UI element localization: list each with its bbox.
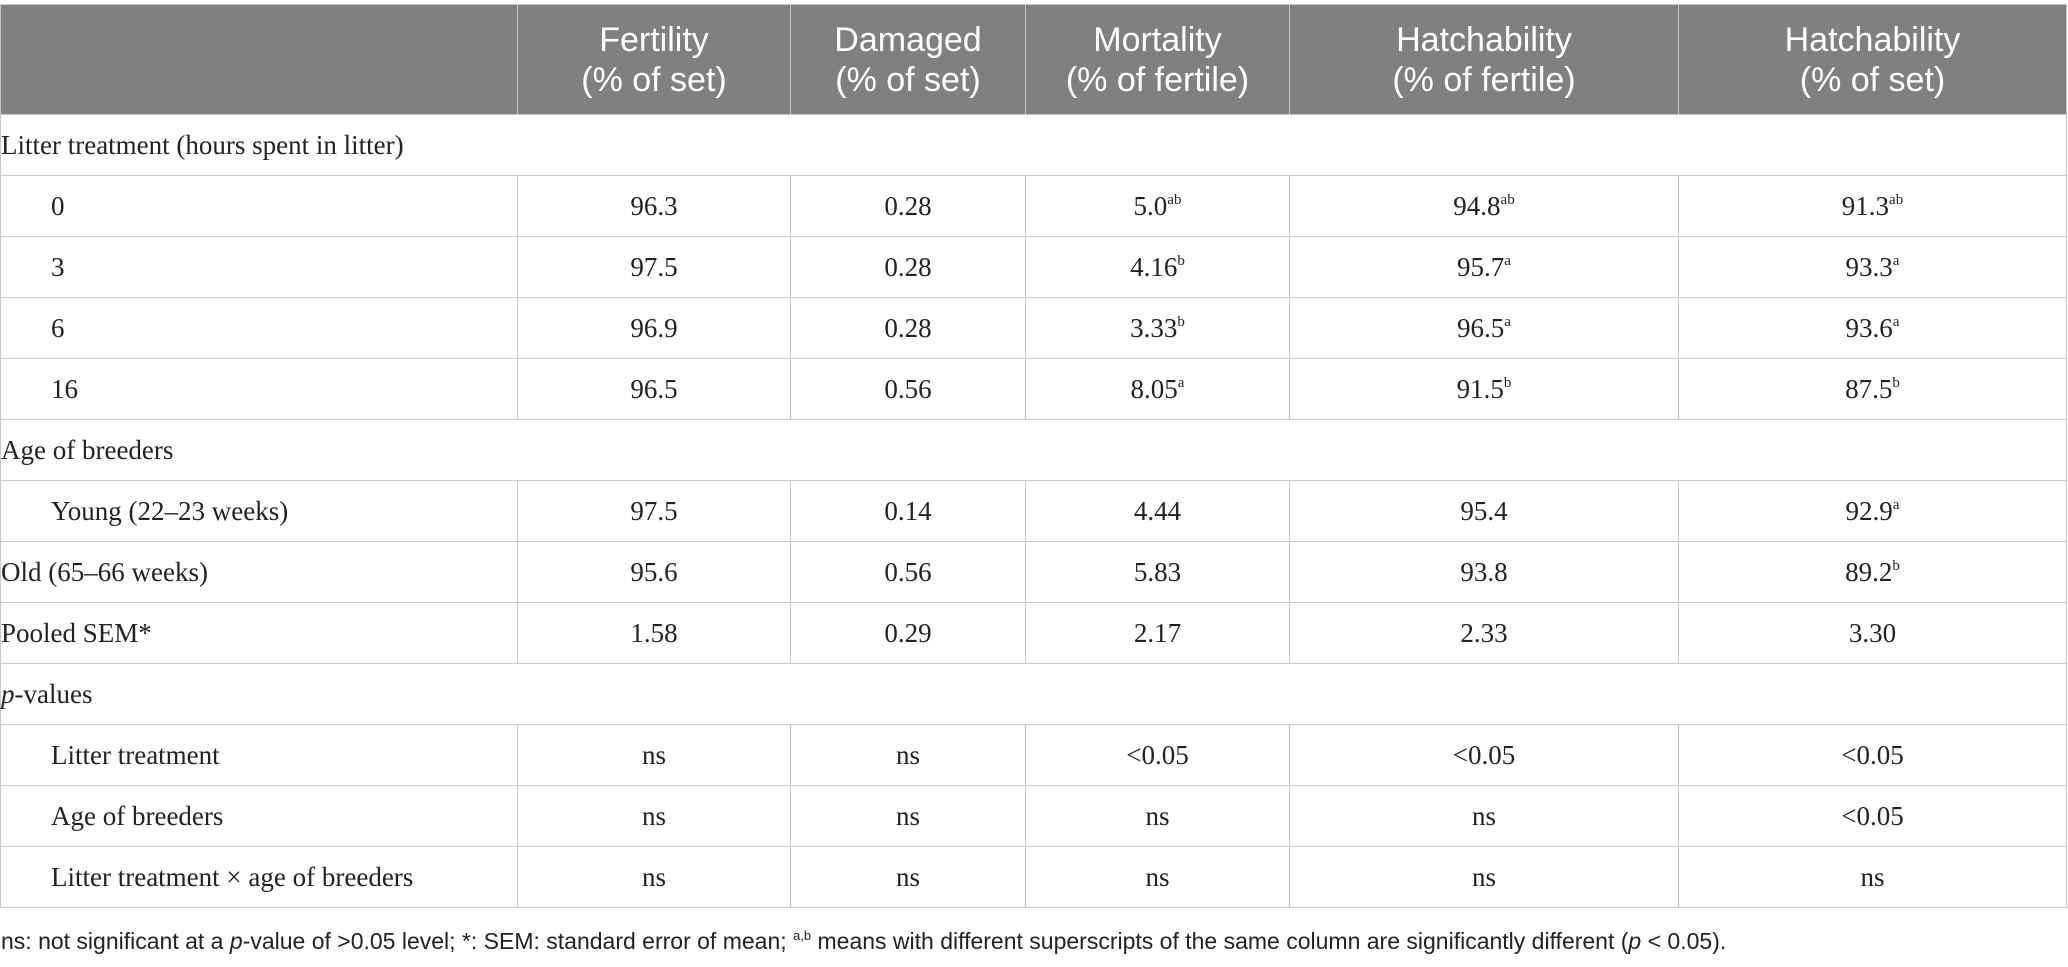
- cell-damaged: ns: [790, 846, 1026, 908]
- row-label: Pooled SEM*: [0, 602, 518, 664]
- header-damaged: Damaged (% of set): [790, 4, 1026, 115]
- table-row: Old (65–66 weeks) 95.6 0.56 5.83 93.8 89…: [0, 541, 2067, 603]
- table-row: 3 97.5 0.28 4.16b 95.7a 93.3a: [0, 236, 2067, 298]
- row-label: 16: [0, 358, 518, 420]
- row-label: 3: [0, 236, 518, 298]
- section-title: Age of breeders: [0, 419, 2067, 481]
- cell-hatch-set: 91.3ab: [1678, 175, 2067, 237]
- table-footnote: ns: not significant at a p-value of >0.0…: [1, 928, 1727, 954]
- section-row-age: Age of breeders: [0, 419, 2067, 481]
- cell-mortality: 8.05a: [1025, 358, 1290, 420]
- cell-hatch-set: 92.9a: [1678, 480, 2067, 542]
- cell-fertility: ns: [517, 785, 791, 847]
- cell-hatch-set: 89.2b: [1678, 541, 2067, 603]
- cell-mortality: 3.33b: [1025, 297, 1290, 359]
- cell-damaged: 0.56: [790, 358, 1026, 420]
- table-row: Litter treatment ns ns <0.05 <0.05 <0.05: [0, 724, 2067, 786]
- row-label: Litter treatment: [0, 724, 518, 786]
- cell-damaged: 0.56: [790, 541, 1026, 603]
- header-empty: [0, 4, 518, 115]
- cell-mortality: 5.83: [1025, 541, 1290, 603]
- cell-damaged: 0.28: [790, 297, 1026, 359]
- cell-damaged: 0.28: [790, 175, 1026, 237]
- cell-hatch-set: 93.3a: [1678, 236, 2067, 298]
- cell-mortality: 4.44: [1025, 480, 1290, 542]
- cell-fertility: 96.3: [517, 175, 791, 237]
- header-mortality: Mortality (% of fertile): [1025, 4, 1290, 115]
- cell-hatch-fertile: <0.05: [1289, 724, 1679, 786]
- cell-hatch-set: <0.05: [1678, 785, 2067, 847]
- cell-hatch-fertile: 95.7a: [1289, 236, 1679, 298]
- table-row: Young (22–23 weeks) 97.5 0.14 4.44 95.4 …: [0, 480, 2067, 542]
- cell-mortality: ns: [1025, 785, 1290, 847]
- section-row-litter: Litter treatment (hours spent in litter): [0, 114, 2067, 176]
- cell-fertility: 97.5: [517, 480, 791, 542]
- header-hatchability-set: Hatchability (% of set): [1678, 4, 2067, 115]
- row-label: Young (22–23 weeks): [0, 480, 518, 542]
- cell-damaged: ns: [790, 785, 1026, 847]
- cell-fertility: ns: [517, 846, 791, 908]
- row-label: Age of breeders: [0, 785, 518, 847]
- header-hatchability-fertile: Hatchability (% of fertile): [1289, 4, 1679, 115]
- cell-hatch-fertile: 93.8: [1289, 541, 1679, 603]
- table-row-sem: Pooled SEM* 1.58 0.29 2.17 2.33 3.30: [0, 602, 2067, 664]
- cell-fertility: 1.58: [517, 602, 791, 664]
- section-row-pvalues: p-values: [0, 663, 2067, 725]
- table-row: Litter treatment × age of breeders ns ns…: [0, 846, 2067, 908]
- cell-hatch-fertile: 91.5b: [1289, 358, 1679, 420]
- cell-hatch-fertile: 96.5a: [1289, 297, 1679, 359]
- cell-mortality: ns: [1025, 846, 1290, 908]
- cell-damaged: 0.14: [790, 480, 1026, 542]
- cell-hatch-fertile: ns: [1289, 846, 1679, 908]
- cell-fertility: 95.6: [517, 541, 791, 603]
- cell-hatch-fertile: 95.4: [1289, 480, 1679, 542]
- row-label: Old (65–66 weeks): [0, 541, 518, 603]
- cell-hatch-set: <0.05: [1678, 724, 2067, 786]
- cell-hatch-fertile: ns: [1289, 785, 1679, 847]
- section-title: p-values: [0, 663, 2067, 725]
- cell-damaged: ns: [790, 724, 1026, 786]
- row-label: 0: [0, 175, 518, 237]
- header-fertility: Fertility (% of set): [517, 4, 791, 115]
- data-table: Fertility (% of set) Damaged (% of set) Mo…: [0, 4, 2067, 908]
- cell-fertility: ns: [517, 724, 791, 786]
- cell-mortality: <0.05: [1025, 724, 1290, 786]
- row-label: 6: [0, 297, 518, 359]
- section-title: Litter treatment (hours spent in litter): [0, 114, 2067, 176]
- cell-hatch-fertile: 94.8ab: [1289, 175, 1679, 237]
- table-row: 0 96.3 0.28 5.0ab 94.8ab 91.3ab: [0, 175, 2067, 237]
- row-label: Litter treatment × age of breeders: [0, 846, 518, 908]
- cell-hatch-set: 87.5b: [1678, 358, 2067, 420]
- cell-mortality: 5.0ab: [1025, 175, 1290, 237]
- table-row: 6 96.9 0.28 3.33b 96.5a 93.6a: [0, 297, 2067, 359]
- cell-damaged: 0.28: [790, 236, 1026, 298]
- cell-damaged: 0.29: [790, 602, 1026, 664]
- header-row: Fertility (% of set) Damaged (% of set) Mo…: [0, 4, 2067, 115]
- cell-hatch-set: 93.6a: [1678, 297, 2067, 359]
- cell-mortality: 2.17: [1025, 602, 1290, 664]
- cell-mortality: 4.16b: [1025, 236, 1290, 298]
- cell-hatch-set: ns: [1678, 846, 2067, 908]
- table-row: Age of breeders ns ns ns ns <0.05: [0, 785, 2067, 847]
- cell-hatch-set: 3.30: [1678, 602, 2067, 664]
- cell-fertility: 97.5: [517, 236, 791, 298]
- cell-hatch-fertile: 2.33: [1289, 602, 1679, 664]
- table-row: 16 96.5 0.56 8.05a 91.5b 87.5b: [0, 358, 2067, 420]
- cell-fertility: 96.5: [517, 358, 791, 420]
- cell-fertility: 96.9: [517, 297, 791, 359]
